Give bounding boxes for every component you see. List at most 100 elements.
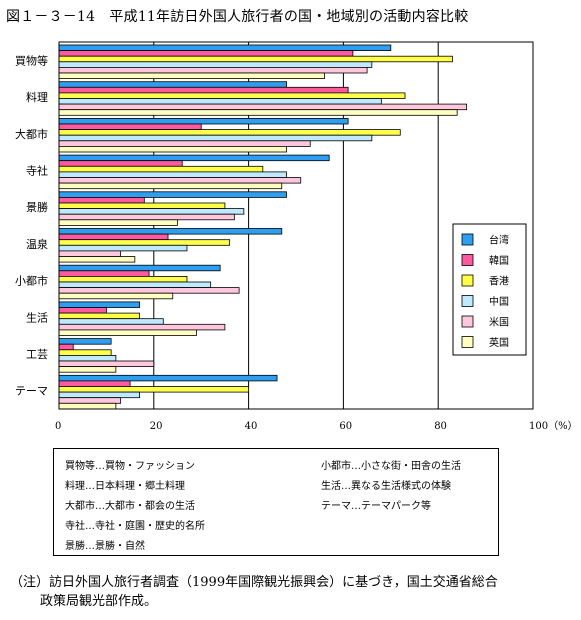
bar	[58, 270, 150, 277]
bar	[58, 118, 349, 125]
legend-label: 韓国	[489, 255, 509, 267]
legend-label: 中国	[489, 295, 509, 308]
category-label: 買物等	[15, 53, 48, 67]
category-label: 工芸	[26, 348, 48, 361]
bar	[58, 228, 283, 235]
category-label: 大都市	[15, 127, 48, 141]
x-tick-label: 0	[55, 421, 61, 432]
abbr-right-2: 生活…異なる生活様式の体験	[321, 481, 451, 492]
bar	[58, 103, 468, 111]
chart-title: 図１－３－14 平成11年訪日外国人旅行者の国・地域別の活動内容比較	[6, 9, 469, 25]
abbr-left-3: 大都市…大都市・都会の生活	[65, 501, 195, 512]
bar	[58, 191, 287, 198]
bar	[58, 287, 240, 294]
legend-swatch	[461, 254, 474, 266]
abbr-right-3: テーマ…テーマパーク等	[321, 501, 431, 512]
bar	[58, 312, 140, 320]
bar	[58, 250, 122, 257]
category-label: 温泉	[26, 237, 48, 251]
bar	[58, 182, 283, 190]
bar	[58, 61, 373, 68]
category-label: テーマ	[15, 385, 48, 398]
bar	[58, 123, 202, 130]
bar	[58, 208, 245, 215]
bar	[58, 301, 140, 308]
bar	[58, 171, 287, 178]
bar	[58, 72, 325, 79]
bar	[58, 202, 226, 209]
bar	[58, 92, 406, 99]
x-tick-label: 100（%）	[529, 420, 578, 432]
bar	[58, 109, 458, 116]
bar	[58, 380, 131, 387]
source-note-line2: 政策局観光部作成。	[40, 594, 158, 609]
bar	[58, 219, 178, 226]
bar	[58, 140, 311, 147]
bar	[58, 145, 287, 153]
bar	[58, 50, 354, 57]
bar	[58, 98, 382, 105]
bar	[58, 402, 117, 410]
abbr-left-1: 買物等…買物・ファッション	[65, 461, 195, 472]
bar	[58, 338, 112, 345]
bar	[58, 349, 112, 356]
abbr-left-2: 料理…日本料理・郷土料理	[65, 481, 185, 492]
source-note: （注）訪日外国人旅行者調査（1999年国際観光振興会）に基づき，国土交通省総合 …	[10, 573, 575, 611]
x-tick-label: 60	[339, 421, 352, 432]
plot-frame	[58, 41, 534, 410]
source-note-line1: （注）訪日外国人旅行者調査（1999年国際観光振興会）に基づき，国土交通省総合	[10, 575, 498, 590]
abbr-left-4: 寺社…寺社・庭園・歴史的名所	[65, 521, 205, 532]
legend-swatch	[461, 295, 474, 307]
bar	[58, 154, 330, 162]
abbr-right-1: 小都市…小さな街・田舎の生活	[321, 461, 461, 472]
category-label: 小都市	[15, 274, 48, 288]
category-label: 寺社	[26, 163, 48, 177]
abbreviation-box: 買物等…買物・ファッション 料理…日本料理・郷土料理 大都市…大都市・都会の生活…	[53, 448, 499, 556]
x-tick-label: 80	[434, 421, 447, 432]
bar	[58, 354, 117, 362]
bar	[58, 264, 221, 272]
legend-label: 英国	[489, 336, 509, 349]
bar	[58, 67, 368, 74]
bar	[58, 134, 373, 142]
bar	[58, 196, 145, 204]
bar	[58, 86, 349, 94]
bar	[58, 292, 174, 300]
bar	[58, 233, 169, 241]
bar	[58, 397, 122, 404]
legend-label: 香港	[489, 276, 509, 288]
bar	[58, 244, 188, 252]
bar	[58, 374, 278, 382]
bar	[58, 323, 226, 331]
legend-label: 台湾	[489, 234, 509, 247]
x-tick-label: 20	[150, 421, 163, 432]
bar	[58, 44, 392, 51]
legend-label: 米国	[489, 316, 509, 329]
bar	[58, 386, 250, 393]
bar	[58, 177, 302, 184]
bar	[58, 343, 74, 351]
bar	[58, 213, 235, 221]
bar	[58, 329, 197, 336]
bar	[58, 160, 183, 167]
bar	[58, 239, 231, 246]
bar	[58, 275, 188, 283]
legend-box	[452, 223, 527, 356]
bar	[58, 391, 140, 399]
category-label: 景勝	[26, 200, 48, 214]
legend-swatch	[461, 315, 474, 328]
legend-swatch	[461, 233, 474, 246]
bar	[58, 318, 164, 325]
bar	[58, 360, 155, 367]
bar	[58, 307, 107, 314]
bar	[58, 281, 212, 288]
bar	[58, 366, 117, 373]
category-label: 生活	[26, 310, 48, 324]
bar	[58, 81, 287, 88]
abbr-left-5: 景勝…景勝・自然	[65, 541, 145, 552]
bar	[58, 165, 264, 173]
category-label: 料理	[26, 90, 48, 104]
legend-swatch	[461, 336, 474, 348]
